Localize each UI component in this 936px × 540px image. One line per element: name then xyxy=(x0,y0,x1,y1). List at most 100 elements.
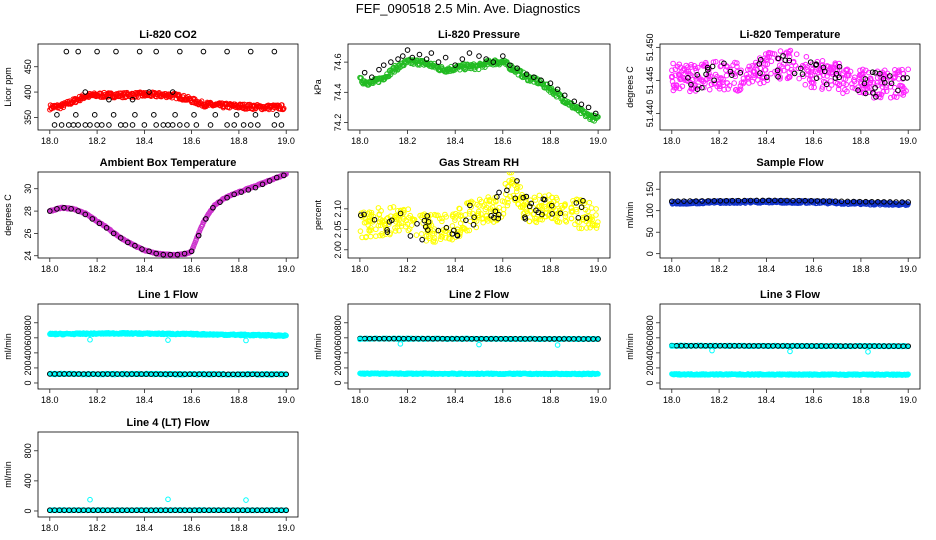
data-point xyxy=(712,80,718,87)
data-point xyxy=(562,213,569,220)
data-point xyxy=(820,198,827,204)
data-point xyxy=(786,57,793,64)
x-tick-label: 18.6 xyxy=(183,136,201,146)
x-tick-label: 19.0 xyxy=(277,264,295,274)
data-point xyxy=(437,236,444,243)
data-point xyxy=(146,248,152,255)
series-cyan xyxy=(47,329,289,339)
data-point xyxy=(729,197,736,204)
data-point xyxy=(524,210,531,216)
data-point xyxy=(530,74,537,80)
data-point xyxy=(508,179,515,185)
data-point xyxy=(386,221,392,227)
data-point xyxy=(787,47,794,54)
data-point xyxy=(523,193,530,200)
y-tick-label: 600 xyxy=(333,330,343,345)
data-point xyxy=(782,57,789,64)
data-point xyxy=(900,75,907,81)
data-point xyxy=(778,197,784,204)
data-point xyxy=(532,218,539,224)
data-point xyxy=(407,233,414,239)
data-point xyxy=(375,222,382,229)
x-tick-label: 18.0 xyxy=(41,264,59,274)
panel-title: Sample Flow xyxy=(756,157,824,169)
data-point xyxy=(731,71,738,77)
data-point xyxy=(768,58,775,65)
data-point xyxy=(576,225,582,231)
marks xyxy=(357,47,601,124)
data-point xyxy=(887,199,893,205)
data-point xyxy=(900,92,907,98)
data-point xyxy=(595,219,601,225)
data-point xyxy=(768,70,774,77)
data-point xyxy=(691,85,697,92)
data-point xyxy=(905,199,911,205)
y-axis-label: percent xyxy=(313,199,323,230)
panel-title: Li-820 Temperature xyxy=(740,29,841,41)
data-point xyxy=(893,94,900,100)
data-point xyxy=(526,218,533,225)
data-point xyxy=(852,85,858,92)
data-point xyxy=(488,212,495,219)
data-point xyxy=(451,227,457,234)
data-point xyxy=(54,206,60,212)
data-point xyxy=(117,235,124,241)
data-point xyxy=(480,203,486,209)
y-axis-label: ml/min xyxy=(625,202,635,229)
y-axis-label: kPa xyxy=(313,79,323,95)
data-point xyxy=(879,84,886,90)
data-point xyxy=(273,174,280,181)
data-point xyxy=(684,78,691,84)
data-point xyxy=(813,61,820,68)
data-point xyxy=(517,68,523,75)
data-point xyxy=(165,122,171,128)
series-rh xyxy=(357,172,601,245)
y-tick-label: 26 xyxy=(23,228,33,238)
data-point xyxy=(595,371,601,377)
data-point xyxy=(414,220,420,227)
data-point xyxy=(172,112,178,118)
data-point xyxy=(512,195,519,202)
data-point xyxy=(746,63,753,70)
data-point xyxy=(571,200,577,207)
data-point xyxy=(820,64,827,71)
data-point xyxy=(390,204,397,210)
data-point xyxy=(82,89,89,95)
data-point xyxy=(738,67,744,74)
x-tick-label: 18.0 xyxy=(351,136,369,146)
data-point xyxy=(61,204,67,211)
data-point xyxy=(89,216,96,222)
marks xyxy=(47,329,289,378)
data-point xyxy=(887,94,894,101)
plot-frame xyxy=(659,43,921,131)
data-point xyxy=(583,225,590,231)
data-point xyxy=(685,75,691,81)
data-point xyxy=(873,94,879,100)
data-point xyxy=(153,48,159,55)
data-point xyxy=(575,215,582,221)
data-point xyxy=(514,178,520,184)
data-point xyxy=(375,205,382,211)
x-tick-label: 18.2 xyxy=(88,136,106,146)
data-point xyxy=(438,234,444,240)
data-point xyxy=(409,54,416,61)
data-point xyxy=(468,204,475,210)
data-point xyxy=(136,48,143,55)
data-point xyxy=(129,96,136,103)
data-point xyxy=(191,112,197,118)
x-tick-label: 18.0 xyxy=(351,395,369,405)
data-point xyxy=(452,62,458,68)
data-point xyxy=(536,192,543,199)
data-point xyxy=(872,85,878,91)
data-point xyxy=(583,218,590,225)
data-point xyxy=(720,82,727,88)
data-point xyxy=(125,239,131,246)
data-point xyxy=(483,197,490,204)
data-point xyxy=(404,221,411,227)
data-point xyxy=(705,198,711,204)
x-tick-label: 18.4 xyxy=(136,264,154,274)
